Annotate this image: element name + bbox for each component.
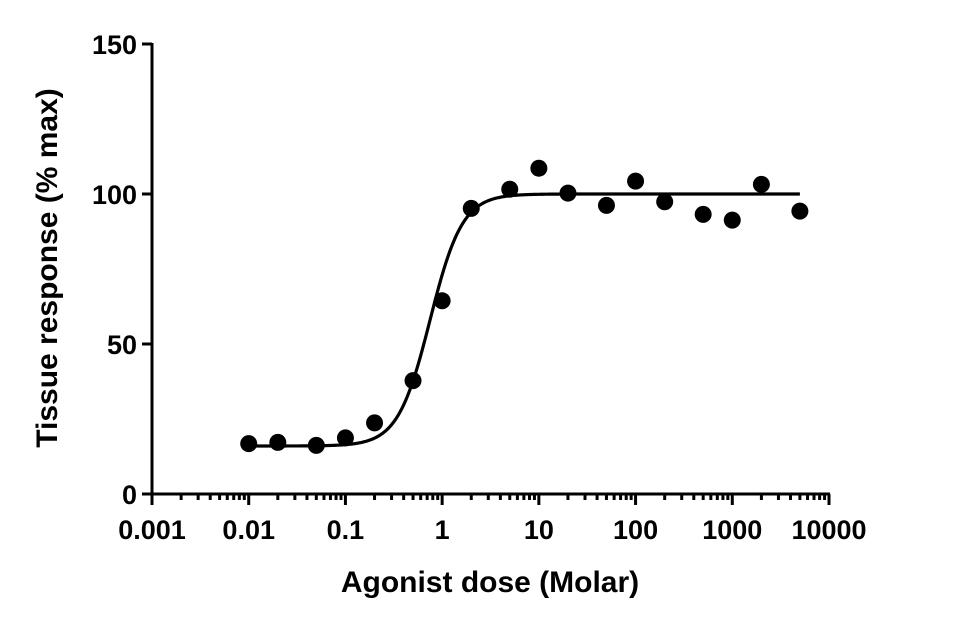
x-tick-label: 1	[435, 515, 450, 545]
x-tick-label: 0.001	[118, 515, 186, 545]
data-point	[404, 372, 422, 390]
y-axis: 0 50 100 150	[92, 30, 154, 510]
fit-curve-path	[248, 192, 801, 448]
x-tick-label: 0.1	[327, 515, 365, 545]
data-point	[462, 199, 480, 217]
x-tick-label: 10000	[791, 515, 866, 545]
data-point	[501, 180, 519, 198]
data-point	[723, 211, 741, 229]
x-tick-label: 0.01	[222, 515, 275, 545]
x-axis-title: Agonist dose (Molar)	[341, 566, 639, 599]
data-point	[752, 175, 770, 193]
y-tick-label: 100	[92, 180, 137, 210]
x-axis: 0.001 0.01 0.1 1 10 100 1000 10000	[118, 492, 867, 545]
y-axis-title: Tissue response (% max)	[31, 88, 64, 448]
data-point	[694, 205, 712, 223]
data-point	[433, 292, 451, 310]
fit-curve	[248, 192, 801, 448]
y-tick-label: 0	[122, 480, 137, 510]
y-tick-label: 50	[107, 330, 137, 360]
data-point	[366, 414, 384, 432]
data-point	[559, 184, 577, 202]
x-tick-label: 10	[524, 515, 554, 545]
x-tick-label: 100	[613, 515, 658, 545]
data-point	[336, 429, 354, 447]
data-point	[269, 433, 287, 451]
x-tick-label: 1000	[702, 515, 762, 545]
data-points	[240, 159, 809, 454]
data-point	[597, 196, 615, 214]
data-point	[656, 193, 674, 211]
data-point	[240, 435, 258, 453]
data-point	[307, 436, 325, 454]
data-point	[791, 202, 809, 220]
y-tick-label: 150	[92, 30, 137, 60]
data-point	[627, 172, 645, 190]
data-point	[530, 159, 548, 177]
